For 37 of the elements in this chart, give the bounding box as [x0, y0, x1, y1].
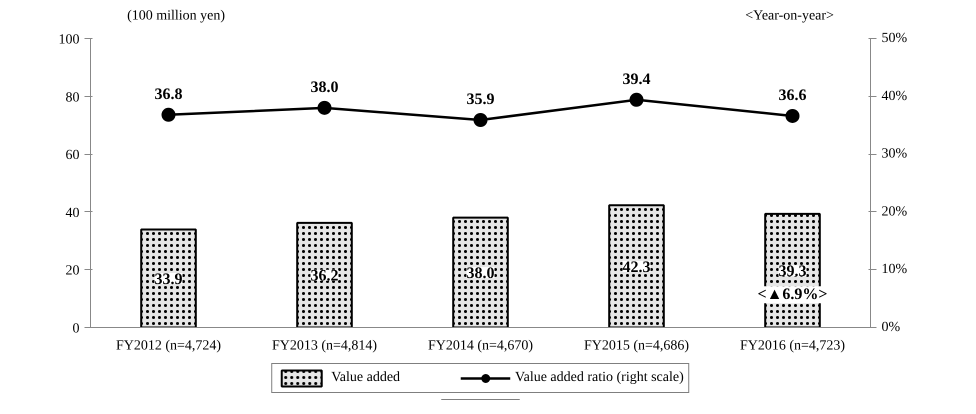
- point: [318, 100, 332, 115]
- y-tick-label: 100: [58, 32, 80, 48]
- point: [630, 92, 644, 107]
- x-tick-label: FY2014 (n=4,670): [428, 338, 534, 354]
- data-label: 33.9: [154, 271, 182, 288]
- y2-tick-label: 0%: [882, 320, 900, 335]
- y-tick-label: 40: [66, 206, 80, 221]
- data-label: 36.6: [778, 86, 806, 104]
- point: [474, 113, 488, 127]
- legend-label: Value added ratio (right scale): [515, 370, 684, 386]
- y2-tick-label: 50%: [882, 31, 908, 46]
- x-tick-label: FY2013 (n=4,814): [272, 338, 378, 354]
- y-tick-label: 60: [66, 148, 80, 164]
- y2-tick-label: 40%: [882, 88, 908, 104]
- y-tick-label: 80: [66, 90, 80, 106]
- data-label: 39.4: [622, 70, 650, 88]
- data-label: 35.9: [466, 91, 494, 108]
- data-label: 36.2: [310, 268, 338, 285]
- y2-tick-label: 20%: [882, 204, 908, 220]
- x-tick-label: FY2016 (n=4,723): [740, 338, 846, 354]
- data-label: 42.3: [622, 258, 650, 276]
- point: [162, 108, 176, 122]
- y-tick-label: 20: [66, 264, 80, 279]
- data-label: 38.0: [310, 78, 338, 96]
- x-tick-label: FY2012 (n=4,724): [116, 338, 222, 354]
- data-label: 39.3: [778, 263, 806, 280]
- y-tick-label: 0: [72, 322, 80, 336]
- y2-tick-label: 10%: [882, 262, 908, 278]
- point: [786, 108, 800, 123]
- legend-label: Value added: [331, 370, 400, 386]
- data-label: 36.8: [154, 86, 182, 103]
- y-axis-title: (100 million yen): [127, 8, 226, 24]
- x-tick-label: FY2015 (n=4,686): [584, 338, 690, 354]
- y2-tick-label: 30%: [882, 146, 908, 162]
- y2-axis-title: <Year-on-year>: [745, 8, 834, 24]
- annotation: <▲6.9%>: [757, 286, 828, 304]
- data-label: 38.0: [466, 265, 494, 282]
